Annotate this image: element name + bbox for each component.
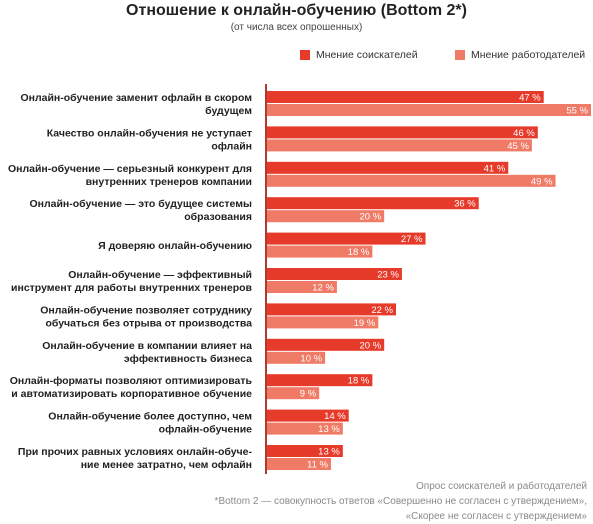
- category-label-5-line-1: Я доверяю онлайн-обучению: [98, 240, 252, 252]
- bar-applicants-10: [266, 409, 349, 422]
- category-label-3-line-2: внутренних тренеров компании: [86, 176, 252, 188]
- data-label-employers-4: 20 %: [360, 212, 382, 223]
- category-label-10-line-2: офлайн-обучение: [159, 424, 252, 436]
- data-label-applicants-1: 47 %: [519, 93, 541, 104]
- bar-employers-3: [266, 174, 556, 187]
- bar-employers-10: [266, 422, 343, 435]
- category-label-9-line-1: Онлайн-форматы позволяют оптимизировать: [10, 375, 253, 387]
- data-label-employers-8: 10 %: [300, 353, 322, 364]
- data-label-applicants-11: 13 %: [318, 447, 340, 458]
- data-label-applicants-8: 20 %: [360, 340, 382, 351]
- category-label-3-line-1: Онлайн-обучение — серьезный конкурент дл…: [8, 163, 252, 175]
- data-label-applicants-2: 46 %: [513, 128, 535, 139]
- bar-applicants-2: [266, 126, 538, 139]
- chart-title: Отношение к онлайн-обучению (Bottom 2*): [126, 2, 467, 19]
- bar-employers-6: [266, 281, 337, 293]
- bar-employers-2: [266, 139, 532, 152]
- category-label-4-line-1: Онлайн-обучение — это будущее системы: [29, 198, 252, 210]
- bar-employers-1: [266, 104, 591, 116]
- legend-swatch-employers: [455, 50, 465, 60]
- category-label-2-line-1: Качество онлайн-обучения не уступает: [47, 127, 252, 139]
- data-label-applicants-5: 27 %: [401, 234, 423, 245]
- bar-employers-5: [266, 245, 373, 258]
- category-label-4-line-2: образования: [184, 211, 252, 223]
- category-label-8-line-1: Онлайн-обучение в компании влияет на: [42, 340, 252, 352]
- category-label-1-line-1: Онлайн-обучение заменит офлайн в скором: [20, 92, 252, 104]
- bar-applicants-1: [266, 91, 544, 103]
- bar-applicants-9: [266, 374, 373, 387]
- bar-employers-9: [266, 387, 320, 400]
- data-label-applicants-4: 36 %: [454, 199, 476, 210]
- category-label-8-line-2: эффективность бизнеса: [124, 353, 252, 365]
- bar-applicants-5: [266, 232, 426, 245]
- data-label-applicants-3: 41 %: [484, 163, 506, 174]
- category-label-6-line-1: Онлайн-обучение — эффективный: [68, 269, 252, 281]
- category-label-2-line-2: офлайн: [211, 140, 252, 152]
- bar-employers-4: [266, 210, 385, 223]
- bar-employers-8: [266, 351, 326, 364]
- bar-applicants-3: [266, 161, 509, 174]
- legend-item-employers: Мнение работодателей: [455, 49, 585, 61]
- category-label-9-line-2: и автоматизировать корпоративное обучени…: [11, 388, 252, 400]
- data-label-applicants-10: 14 %: [324, 411, 346, 422]
- legend-label-employers: Мнение работодателей: [471, 49, 586, 61]
- data-label-applicants-6: 23 %: [377, 270, 399, 281]
- category-label-7-line-2: обучаться без отрыва от производства: [45, 317, 252, 329]
- legend: Мнение соискателей Мнение работодателей: [0, 49, 593, 63]
- data-label-employers-7: 19 %: [354, 318, 376, 329]
- data-label-applicants-7: 22 %: [371, 305, 393, 316]
- footnote-bottom2-line2: «Скорее не согласен с утверждением»: [405, 511, 587, 522]
- bar-applicants-7: [266, 303, 396, 316]
- data-label-employers-11: 11 %: [307, 460, 329, 471]
- bar-applicants-6: [266, 268, 402, 280]
- data-label-employers-6: 12 %: [312, 283, 334, 294]
- category-label-1-line-2: будущем: [205, 105, 252, 117]
- legend-swatch-applicants: [300, 50, 310, 60]
- data-label-employers-5: 18 %: [348, 247, 370, 258]
- bar-applicants-8: [266, 338, 385, 351]
- data-label-employers-9: 9 %: [300, 389, 317, 400]
- legend-label-applicants: Мнение соискателей: [316, 49, 418, 61]
- category-label-7-line-1: Онлайн-обучение позволяет сотруднику: [40, 304, 252, 316]
- bar-applicants-11: [266, 445, 343, 457]
- data-label-employers-10: 13 %: [318, 424, 340, 435]
- data-label-employers-3: 49 %: [531, 176, 553, 187]
- legend-item-applicants: Мнение соискателей: [300, 49, 418, 61]
- chart-subtitle: (от числа всех опрошенных): [230, 22, 363, 33]
- bar-employers-7: [266, 316, 379, 329]
- category-label-11-line-1: При прочих равных условиях онлайн-обуче-: [18, 446, 253, 458]
- category-label-6-line-2: инструмент для работы внутренних тренеро…: [11, 282, 253, 294]
- category-label-10-line-1: Онлайн-обучение более доступно, чем: [48, 411, 252, 423]
- footnote-source: Опрос соискателей и работодателей: [416, 481, 587, 492]
- data-label-applicants-9: 18 %: [348, 376, 370, 387]
- bar-employers-11: [266, 458, 331, 470]
- bar-applicants-4: [266, 197, 479, 210]
- data-label-employers-1: 55 %: [566, 106, 588, 117]
- data-label-employers-2: 45 %: [507, 141, 529, 152]
- footnote-bottom2-line1: *Bottom 2 — совокупность ответов «Соверш…: [214, 496, 587, 507]
- category-label-11-line-2: ние менее затратно, чем офлайн: [81, 459, 252, 471]
